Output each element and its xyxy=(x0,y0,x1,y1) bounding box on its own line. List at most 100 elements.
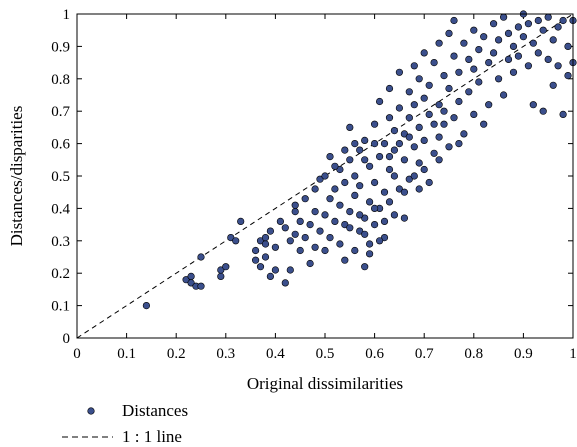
data-point xyxy=(316,227,324,235)
y-tick-label: 0 xyxy=(63,331,71,347)
data-point xyxy=(405,88,413,96)
data-point xyxy=(341,178,349,187)
data-point xyxy=(485,101,493,109)
data-point xyxy=(559,16,567,25)
data-point xyxy=(490,49,498,57)
data-point xyxy=(281,224,289,232)
data-point xyxy=(514,52,523,60)
data-point xyxy=(559,110,567,118)
data-point xyxy=(326,153,334,161)
data-point xyxy=(539,26,547,34)
data-point xyxy=(445,29,453,38)
data-point xyxy=(470,110,478,118)
y-tick-label: 0.4 xyxy=(51,201,70,217)
data-point xyxy=(385,114,394,122)
data-point xyxy=(336,201,344,209)
data-point xyxy=(291,208,299,216)
data-point xyxy=(395,68,404,76)
data-point xyxy=(346,224,354,232)
data-point xyxy=(346,156,354,164)
data-point xyxy=(316,175,324,183)
data-point xyxy=(544,55,552,64)
data-point xyxy=(197,253,205,261)
data-point xyxy=(306,259,314,268)
data-point xyxy=(495,75,503,83)
data-point xyxy=(361,230,369,238)
y-tick-label: 0.3 xyxy=(51,234,70,250)
data-point xyxy=(380,217,389,225)
data-point xyxy=(420,94,428,102)
x-tick-label: 0.4 xyxy=(266,346,285,362)
data-point xyxy=(435,39,443,47)
data-point xyxy=(430,120,438,128)
data-point xyxy=(376,97,384,106)
x-tick-label: 0.1 xyxy=(117,346,136,362)
data-point xyxy=(331,162,339,170)
plot-frame xyxy=(76,13,574,339)
data-point xyxy=(252,246,260,255)
data-point xyxy=(500,13,508,21)
data-point xyxy=(490,20,498,28)
data-point xyxy=(301,234,309,242)
data-point xyxy=(286,237,294,245)
data-point xyxy=(291,201,299,209)
data-point xyxy=(554,23,562,31)
data-point xyxy=(410,143,418,151)
data-point xyxy=(326,234,334,242)
data-point xyxy=(465,88,473,96)
data-point xyxy=(385,153,394,161)
data-point xyxy=(351,246,359,255)
data-point xyxy=(395,185,404,193)
data-point xyxy=(366,162,374,170)
data-point xyxy=(376,153,384,161)
data-point xyxy=(390,172,399,180)
data-point xyxy=(380,140,389,148)
legend-label-line: 1 : 1 line xyxy=(122,427,182,446)
data-point xyxy=(420,49,428,57)
x-tick-label: 0.6 xyxy=(365,346,384,362)
data-point xyxy=(539,107,547,115)
data-point xyxy=(306,221,314,229)
data-point xyxy=(470,65,478,73)
data-point xyxy=(455,140,463,148)
data-point xyxy=(356,182,364,190)
data-point xyxy=(410,172,418,180)
data-point xyxy=(435,156,443,164)
data-point xyxy=(544,13,552,21)
data-point xyxy=(534,16,542,25)
data-point xyxy=(440,107,448,115)
data-point xyxy=(390,146,399,154)
data-point xyxy=(450,114,458,122)
data-point xyxy=(425,110,433,118)
data-point xyxy=(465,55,473,64)
data-point xyxy=(296,217,304,225)
data-point xyxy=(361,136,369,144)
data-point xyxy=(460,39,468,47)
data-point xyxy=(385,165,394,174)
data-point xyxy=(400,188,409,196)
data-point xyxy=(331,185,339,193)
tick-labels: 0 0.1 0.2 0.3 0.4 0.5 0.6 0.7 0.8 0.9 1 0 0.1 0.2 0.3 0… xyxy=(51,7,577,362)
data-point xyxy=(500,91,508,99)
data-point xyxy=(504,55,513,64)
x-tick-label: 0.7 xyxy=(415,346,434,362)
data-point xyxy=(376,237,384,245)
x-tick-label: 0.5 xyxy=(316,346,335,362)
data-point xyxy=(341,256,349,264)
data-point xyxy=(336,240,344,248)
data-point xyxy=(366,198,374,206)
data-point xyxy=(410,62,418,70)
data-point xyxy=(549,36,557,44)
data-point xyxy=(276,217,285,225)
data-point xyxy=(524,62,533,70)
data-point xyxy=(509,42,518,51)
data-point xyxy=(435,101,443,109)
data-point xyxy=(197,282,205,290)
data-point xyxy=(480,120,488,128)
y-tick-label: 1 xyxy=(63,7,71,23)
data-point xyxy=(252,256,260,264)
data-point xyxy=(311,208,319,216)
data-point xyxy=(420,136,428,144)
legend: Distances 1 : 1 line xyxy=(62,401,188,446)
